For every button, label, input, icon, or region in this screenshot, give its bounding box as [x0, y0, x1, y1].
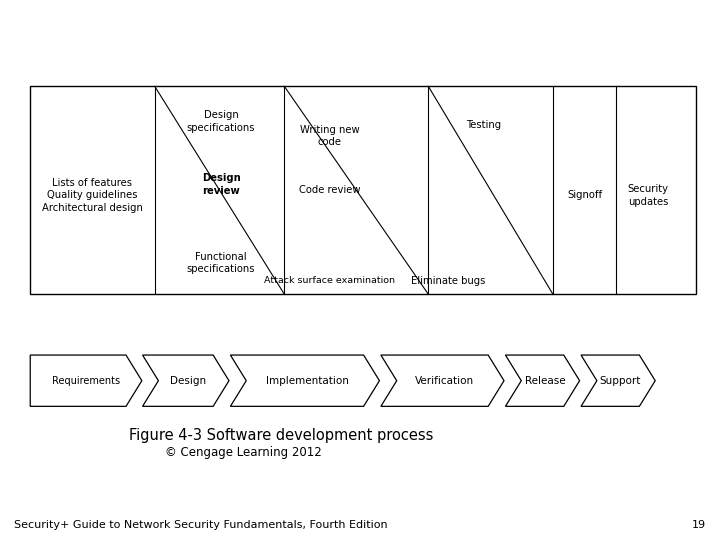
Text: Functional
specifications: Functional specifications [186, 252, 256, 274]
Text: Attack surface examination: Attack surface examination [264, 276, 395, 285]
Text: Writing new
code: Writing new code [300, 125, 359, 147]
Text: Release: Release [525, 376, 565, 386]
Text: Design: Design [170, 376, 206, 386]
Text: Support: Support [600, 376, 642, 386]
Text: Verification: Verification [415, 376, 474, 386]
Text: Figure 4-3 Software development process: Figure 4-3 Software development process [129, 428, 433, 443]
Text: Eliminate bugs: Eliminate bugs [411, 276, 486, 286]
Text: Signoff: Signoff [567, 191, 602, 200]
Text: 19: 19 [691, 520, 706, 530]
Text: Security+ Guide to Network Security Fundamentals, Fourth Edition: Security+ Guide to Network Security Fund… [14, 520, 388, 530]
Polygon shape [30, 355, 142, 406]
Polygon shape [581, 355, 655, 406]
Text: Testing: Testing [467, 120, 501, 130]
Text: Implementation: Implementation [266, 376, 348, 386]
Bar [30, 86, 696, 294]
Text: Requirements: Requirements [52, 376, 120, 386]
Text: Design
specifications: Design specifications [186, 110, 256, 133]
Text: © Cengage Learning 2012: © Cengage Learning 2012 [165, 446, 322, 459]
Text: Security
updates: Security updates [628, 184, 668, 207]
Polygon shape [505, 355, 580, 406]
Polygon shape [143, 355, 229, 406]
Polygon shape [381, 355, 504, 406]
Polygon shape [230, 355, 379, 406]
Text: Code review: Code review [299, 185, 361, 195]
Text: Design
review: Design review [202, 173, 240, 196]
Text: Lists of features
Quality guidelines
Architectural design: Lists of features Quality guidelines Arc… [42, 178, 143, 213]
